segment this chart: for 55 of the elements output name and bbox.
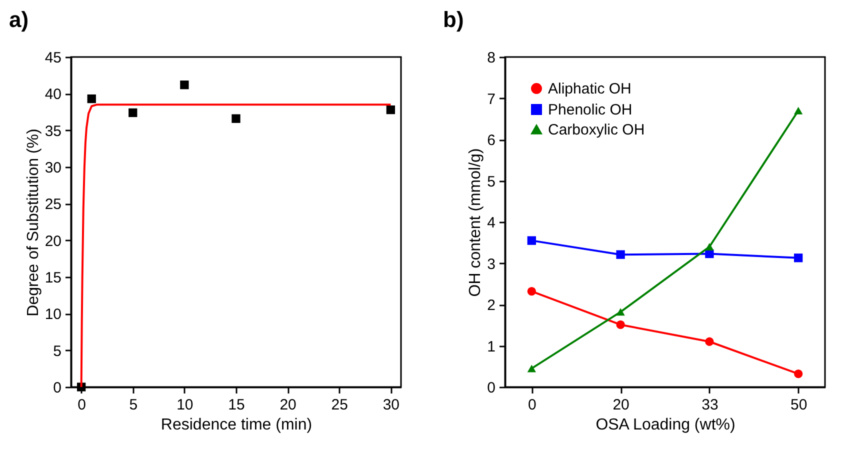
y-tick-label: 35 <box>44 122 62 140</box>
x-tick-label: 5 <box>129 396 138 414</box>
x-tick-label: 50 <box>790 396 808 414</box>
point <box>794 369 803 378</box>
point <box>180 80 189 90</box>
legend-label: Aliphatic OH <box>548 80 632 98</box>
x-tick-label: 20 <box>612 396 630 414</box>
y-tick-label: 7 <box>487 90 496 108</box>
x-axis-title: OSA Loading (wt%) <box>596 416 736 434</box>
legend-label: Carboxylic OH <box>548 122 645 138</box>
y-tick-label: 5 <box>487 173 496 190</box>
point <box>527 236 536 245</box>
point <box>527 286 536 296</box>
y-tick-label: 25 <box>44 196 62 214</box>
point <box>794 254 803 262</box>
point <box>616 320 625 330</box>
y-tick-label: 30 <box>44 160 62 176</box>
x-tick-label: 33 <box>702 396 718 414</box>
x-axis-title: Residence time (min) <box>160 416 312 434</box>
y-axis-title: OH content (mmol/g) <box>467 148 484 297</box>
chart-title: a) <box>9 7 29 32</box>
y-tick-label: 6 <box>487 132 496 149</box>
y-axis-title: Degree of Substitution (%) <box>24 128 42 316</box>
y-tick-label: 4 <box>487 214 496 232</box>
y-tick-label: 10 <box>44 306 62 324</box>
x-tick-label: 15 <box>228 396 245 414</box>
point <box>128 108 138 118</box>
chart-title: b) <box>443 7 464 32</box>
point <box>705 243 714 250</box>
y-tick-label: 0 <box>53 380 62 396</box>
x-tick-label: 10 <box>176 396 194 414</box>
y-tick-label: 8 <box>487 50 496 66</box>
x-tick-label: 25 <box>331 396 348 414</box>
x-tick-label: 0 <box>78 396 86 414</box>
point <box>527 364 536 372</box>
y-tick-label: 20 <box>44 232 62 250</box>
y-tick-label: 2 <box>487 297 496 314</box>
y-tick-label: 15 <box>44 270 62 286</box>
point <box>616 308 625 316</box>
point <box>232 114 240 123</box>
legend-label: Phenolic OH <box>548 102 632 118</box>
point <box>616 250 625 259</box>
y-tick-label: 5 <box>53 342 62 360</box>
y-tick-label: 40 <box>44 86 62 104</box>
y-tick-label: 1 <box>487 338 496 356</box>
y-tick-label: 45 <box>44 50 62 66</box>
point <box>386 105 396 114</box>
x-tick-label: 20 <box>280 396 296 414</box>
point <box>794 106 803 114</box>
point <box>705 337 714 346</box>
point <box>87 94 96 104</box>
x-tick-label: 30 <box>382 396 400 414</box>
y-tick-label: 0 <box>487 380 496 396</box>
y-tick-label: 3 <box>487 256 496 273</box>
x-tick-label: 0 <box>528 396 536 414</box>
